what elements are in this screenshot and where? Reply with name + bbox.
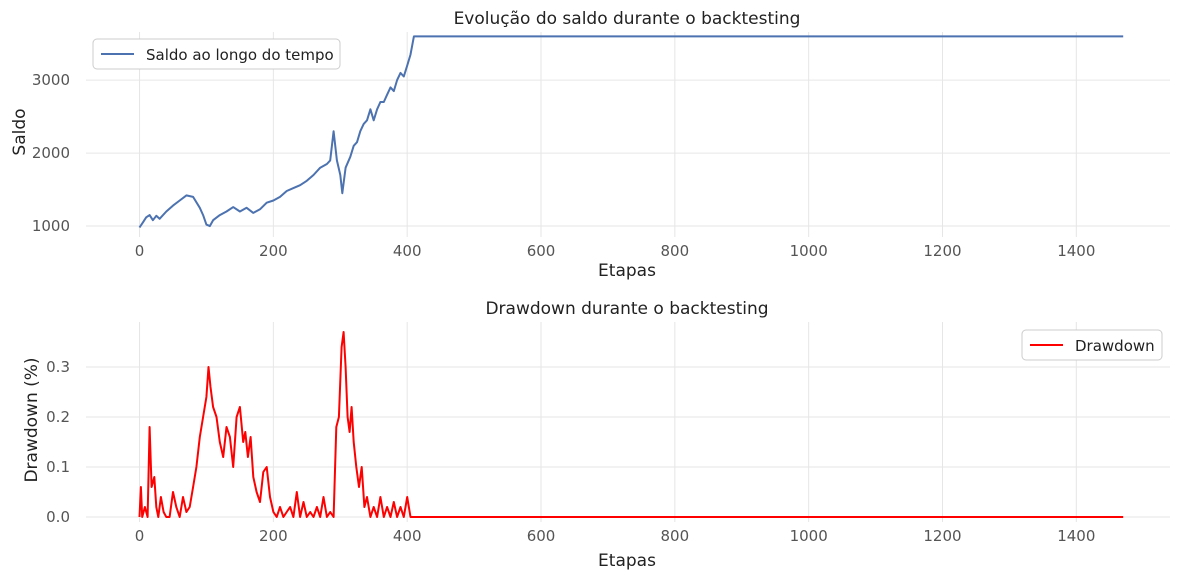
drawdown-legend-label: Drawdown [1075, 337, 1155, 355]
balance-series-line [138, 35, 1124, 229]
drawdown-chart-title: Drawdown durante o backtesting [485, 299, 768, 319]
balance-chart-legend: Saldo ao longo do tempo [92, 38, 341, 70]
drawdown-xtick-label: 600 [527, 527, 556, 545]
balance-xtick-label: 1400 [1057, 242, 1095, 260]
drawdown-ytick-label: 0.2 [46, 408, 70, 426]
balance-xtick-label: 600 [527, 242, 556, 260]
drawdown-ytick-label: 0.3 [46, 358, 70, 376]
drawdown-chart: Drawdown durante o backtesting 0 200 400 60… [22, 299, 1170, 571]
balance-chart-series [138, 35, 1124, 229]
drawdown-legend-box [1021, 329, 1163, 361]
balance-xtick-label: 0 [135, 242, 145, 260]
drawdown-series-line [138, 331, 1124, 518]
drawdown-chart-legend: Drawdown [1021, 329, 1163, 361]
balance-chart: Evolução do saldo durante o backtesting … [10, 9, 1170, 281]
balance-chart-grid [86, 32, 1170, 237]
drawdown-chart-series [138, 331, 1124, 518]
balance-xtick-label: 200 [259, 242, 288, 260]
drawdown-ytick-label: 0.0 [46, 508, 70, 526]
balance-chart-ticks: 0 200 400 600 800 1000 1200 1400 1000 2000 3000 [32, 71, 1096, 260]
drawdown-xtick-label: 800 [661, 527, 690, 545]
balance-ytick-label: 3000 [32, 71, 70, 89]
balance-xtick-label: 1200 [923, 242, 961, 260]
drawdown-xtick-label: 1200 [923, 527, 961, 545]
drawdown-xtick-label: 1400 [1057, 527, 1095, 545]
balance-xtick-label: 800 [661, 242, 690, 260]
drawdown-xtick-label: 200 [259, 527, 288, 545]
balance-chart-title: Evolução do saldo durante o backtesting [454, 9, 801, 29]
balance-legend-box [92, 38, 341, 70]
balance-legend-label: Saldo ao longo do tempo [146, 46, 334, 64]
drawdown-chart-xlabel: Etapas [598, 551, 656, 571]
drawdown-xtick-label: 1000 [790, 527, 828, 545]
drawdown-xtick-label: 400 [393, 527, 422, 545]
balance-xtick-label: 1000 [790, 242, 828, 260]
drawdown-chart-ticks: 0 200 400 600 800 1000 1200 1400 0.0 0.1 0.2 0.3 [46, 358, 1095, 545]
balance-chart-ylabel: Saldo [10, 108, 30, 155]
balance-xtick-label: 400 [393, 242, 422, 260]
balance-ytick-label: 1000 [32, 217, 70, 235]
drawdown-xtick-label: 0 [135, 527, 145, 545]
drawdown-chart-grid [86, 322, 1170, 522]
drawdown-ytick-label: 0.1 [46, 458, 70, 476]
balance-ytick-label: 2000 [32, 144, 70, 162]
balance-chart-xlabel: Etapas [598, 261, 656, 281]
drawdown-chart-ylabel: Drawdown (%) [22, 357, 42, 482]
